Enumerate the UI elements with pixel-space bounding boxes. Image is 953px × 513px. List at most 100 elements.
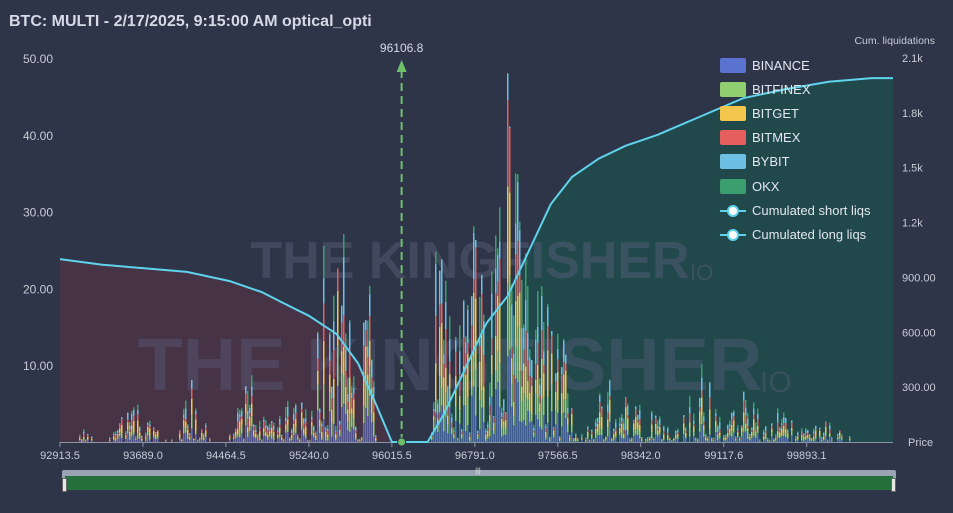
liq-bar-segment-bitfinex [553, 435, 555, 438]
liq-bar-segment-binance [365, 408, 367, 442]
liq-bar-segment-bitfinex [481, 390, 483, 408]
liq-bar-segment-bitmex [753, 414, 755, 420]
liq-bar-segment-bitmex [529, 376, 531, 393]
liq-bar-segment-bitget [773, 439, 775, 441]
liq-bar-segment-binance [569, 441, 571, 442]
liq-bar-segment-bybit [243, 438, 245, 440]
liq-bar-segment-okx [595, 418, 597, 423]
navigator-left-handle[interactable] [62, 478, 67, 492]
liq-bar-segment-bitfinex [639, 432, 641, 439]
liq-bar-segment-bybit [601, 406, 603, 409]
liq-bar-segment-bitfinex [807, 437, 809, 439]
liq-bar-segment-bitget [237, 428, 239, 435]
liq-bar-segment-bitmex [557, 359, 559, 372]
liq-bar-segment-bitget [191, 398, 193, 415]
legend-item-binance[interactable]: BINANCE [720, 53, 890, 77]
liq-bar-segment-binance [639, 438, 641, 442]
liq-bar-segment-bitget [529, 392, 531, 412]
liq-bar-segment-okx [779, 426, 781, 429]
liq-bar-segment-bybit [649, 437, 651, 439]
liq-bar-segment-bitmex [85, 440, 87, 441]
liq-bar-segment-binance [551, 411, 553, 442]
legend-item-okx[interactable]: OKX [720, 174, 890, 198]
liq-bar-segment-okx [841, 434, 843, 436]
liq-bar-segment-bitget [599, 412, 601, 428]
liq-bar-segment-bitfinex [455, 406, 457, 422]
liq-bar-segment-bitmex [731, 419, 733, 425]
liq-bar-segment-bitget [719, 432, 721, 436]
liq-bar-segment-bitfinex [641, 440, 643, 442]
liq-bar-segment-bitget [471, 355, 473, 388]
liq-bar-segment-bybit [619, 423, 621, 427]
liq-bar-segment-okx [203, 433, 205, 435]
liq-bar-segment-binance [705, 440, 707, 442]
liq-bar-segment-bitmex [743, 400, 745, 413]
legend-item-bitfinex[interactable]: BITFINEX [720, 77, 890, 101]
legend-item-bitmex[interactable]: BITMEX [720, 126, 890, 150]
legend-item-cum-short[interactable]: Cumulated short liqs [720, 198, 890, 222]
liq-bar-segment-binance [439, 411, 441, 442]
liq-bar-segment-bitget [553, 430, 555, 436]
legend-label-bitget: BITGET [752, 105, 799, 121]
liq-bar-segment-bybit [815, 425, 817, 430]
liq-bar-segment-bybit [319, 408, 321, 413]
liq-bar-segment-binance [525, 425, 527, 442]
liq-bar-segment-binance [443, 431, 445, 442]
liq-bar-segment-bitget [641, 439, 643, 441]
liq-bar-segment-bitmex [697, 439, 699, 441]
liq-bar-segment-okx [125, 431, 127, 433]
liq-bar-segment-bitmex [607, 412, 609, 420]
liq-bar-segment-bitfinex [661, 440, 663, 442]
liq-bar-segment-binance [827, 441, 829, 442]
liq-bar-segment-bybit [735, 436, 737, 438]
liq-bar-segment-bitmex [345, 371, 347, 387]
liq-bar-segment-bitmex [235, 428, 237, 432]
liq-bar-segment-bitfinex [361, 439, 363, 441]
liq-bar-segment-bybit [743, 391, 745, 401]
navigator-right-handle[interactable] [891, 478, 896, 492]
liq-bar-segment-bitfinex [801, 437, 803, 441]
liq-bar-segment-bitget [495, 336, 497, 371]
range-navigator[interactable]: ||| [62, 468, 896, 492]
liq-bar-segment-bitfinex [615, 435, 617, 438]
legend-item-cum-long[interactable]: Cumulated long liqs [720, 222, 890, 246]
liq-bar-segment-okx [431, 432, 433, 434]
legend-item-bitget[interactable]: BITGET [720, 101, 890, 125]
liq-bar-segment-bybit [241, 411, 243, 417]
liq-bar-segment-bitmex [605, 436, 607, 438]
liq-bar-segment-bitmex [327, 430, 329, 435]
liq-bar-segment-bitmex [773, 439, 775, 440]
liq-bar-segment-bitfinex [803, 438, 805, 441]
liq-bar-segment-bybit [623, 423, 625, 430]
liq-bar-segment-bitmex [373, 397, 375, 413]
liq-bar-segment-bitget [729, 428, 731, 433]
navigator-range-fill[interactable] [65, 476, 893, 490]
liq-bar-segment-binance [503, 435, 505, 442]
liq-bar-segment-binance [301, 429, 303, 442]
liq-bar-segment-binance [431, 439, 433, 442]
liq-bar-segment-bitfinex [249, 426, 251, 432]
liq-bar-segment-binance [459, 423, 461, 442]
liq-bar-segment-binance [841, 439, 843, 442]
bars-group [79, 73, 851, 443]
liq-bar-segment-binance [141, 441, 143, 442]
liq-bar-segment-bitmex [575, 435, 577, 438]
liq-bar-segment-okx [523, 324, 525, 328]
liq-bar-segment-bitfinex [841, 438, 843, 440]
liq-bar-segment-bitmex [701, 390, 703, 398]
liq-bar-segment-bybit [139, 427, 141, 432]
liq-bar-segment-binance [255, 438, 257, 442]
liq-bar-segment-binance [277, 438, 279, 442]
liq-bar-segment-bybit [459, 351, 461, 375]
liq-bar-segment-binance [635, 434, 637, 442]
liq-bar-segment-bitfinex [573, 440, 575, 442]
legend-item-bybit[interactable]: BYBIT [720, 150, 890, 174]
liq-bar-segment-okx [677, 428, 679, 431]
navigator-grip-icon[interactable]: ||| [475, 468, 481, 475]
liq-bar-segment-bybit [627, 405, 629, 416]
liq-bar-segment-binance [723, 440, 725, 442]
liq-bar-segment-binance [653, 440, 655, 442]
liq-bar-segment-bitget [545, 431, 547, 438]
liq-bar-segment-okx [197, 439, 199, 441]
liq-bar-segment-bitmex [545, 428, 547, 432]
